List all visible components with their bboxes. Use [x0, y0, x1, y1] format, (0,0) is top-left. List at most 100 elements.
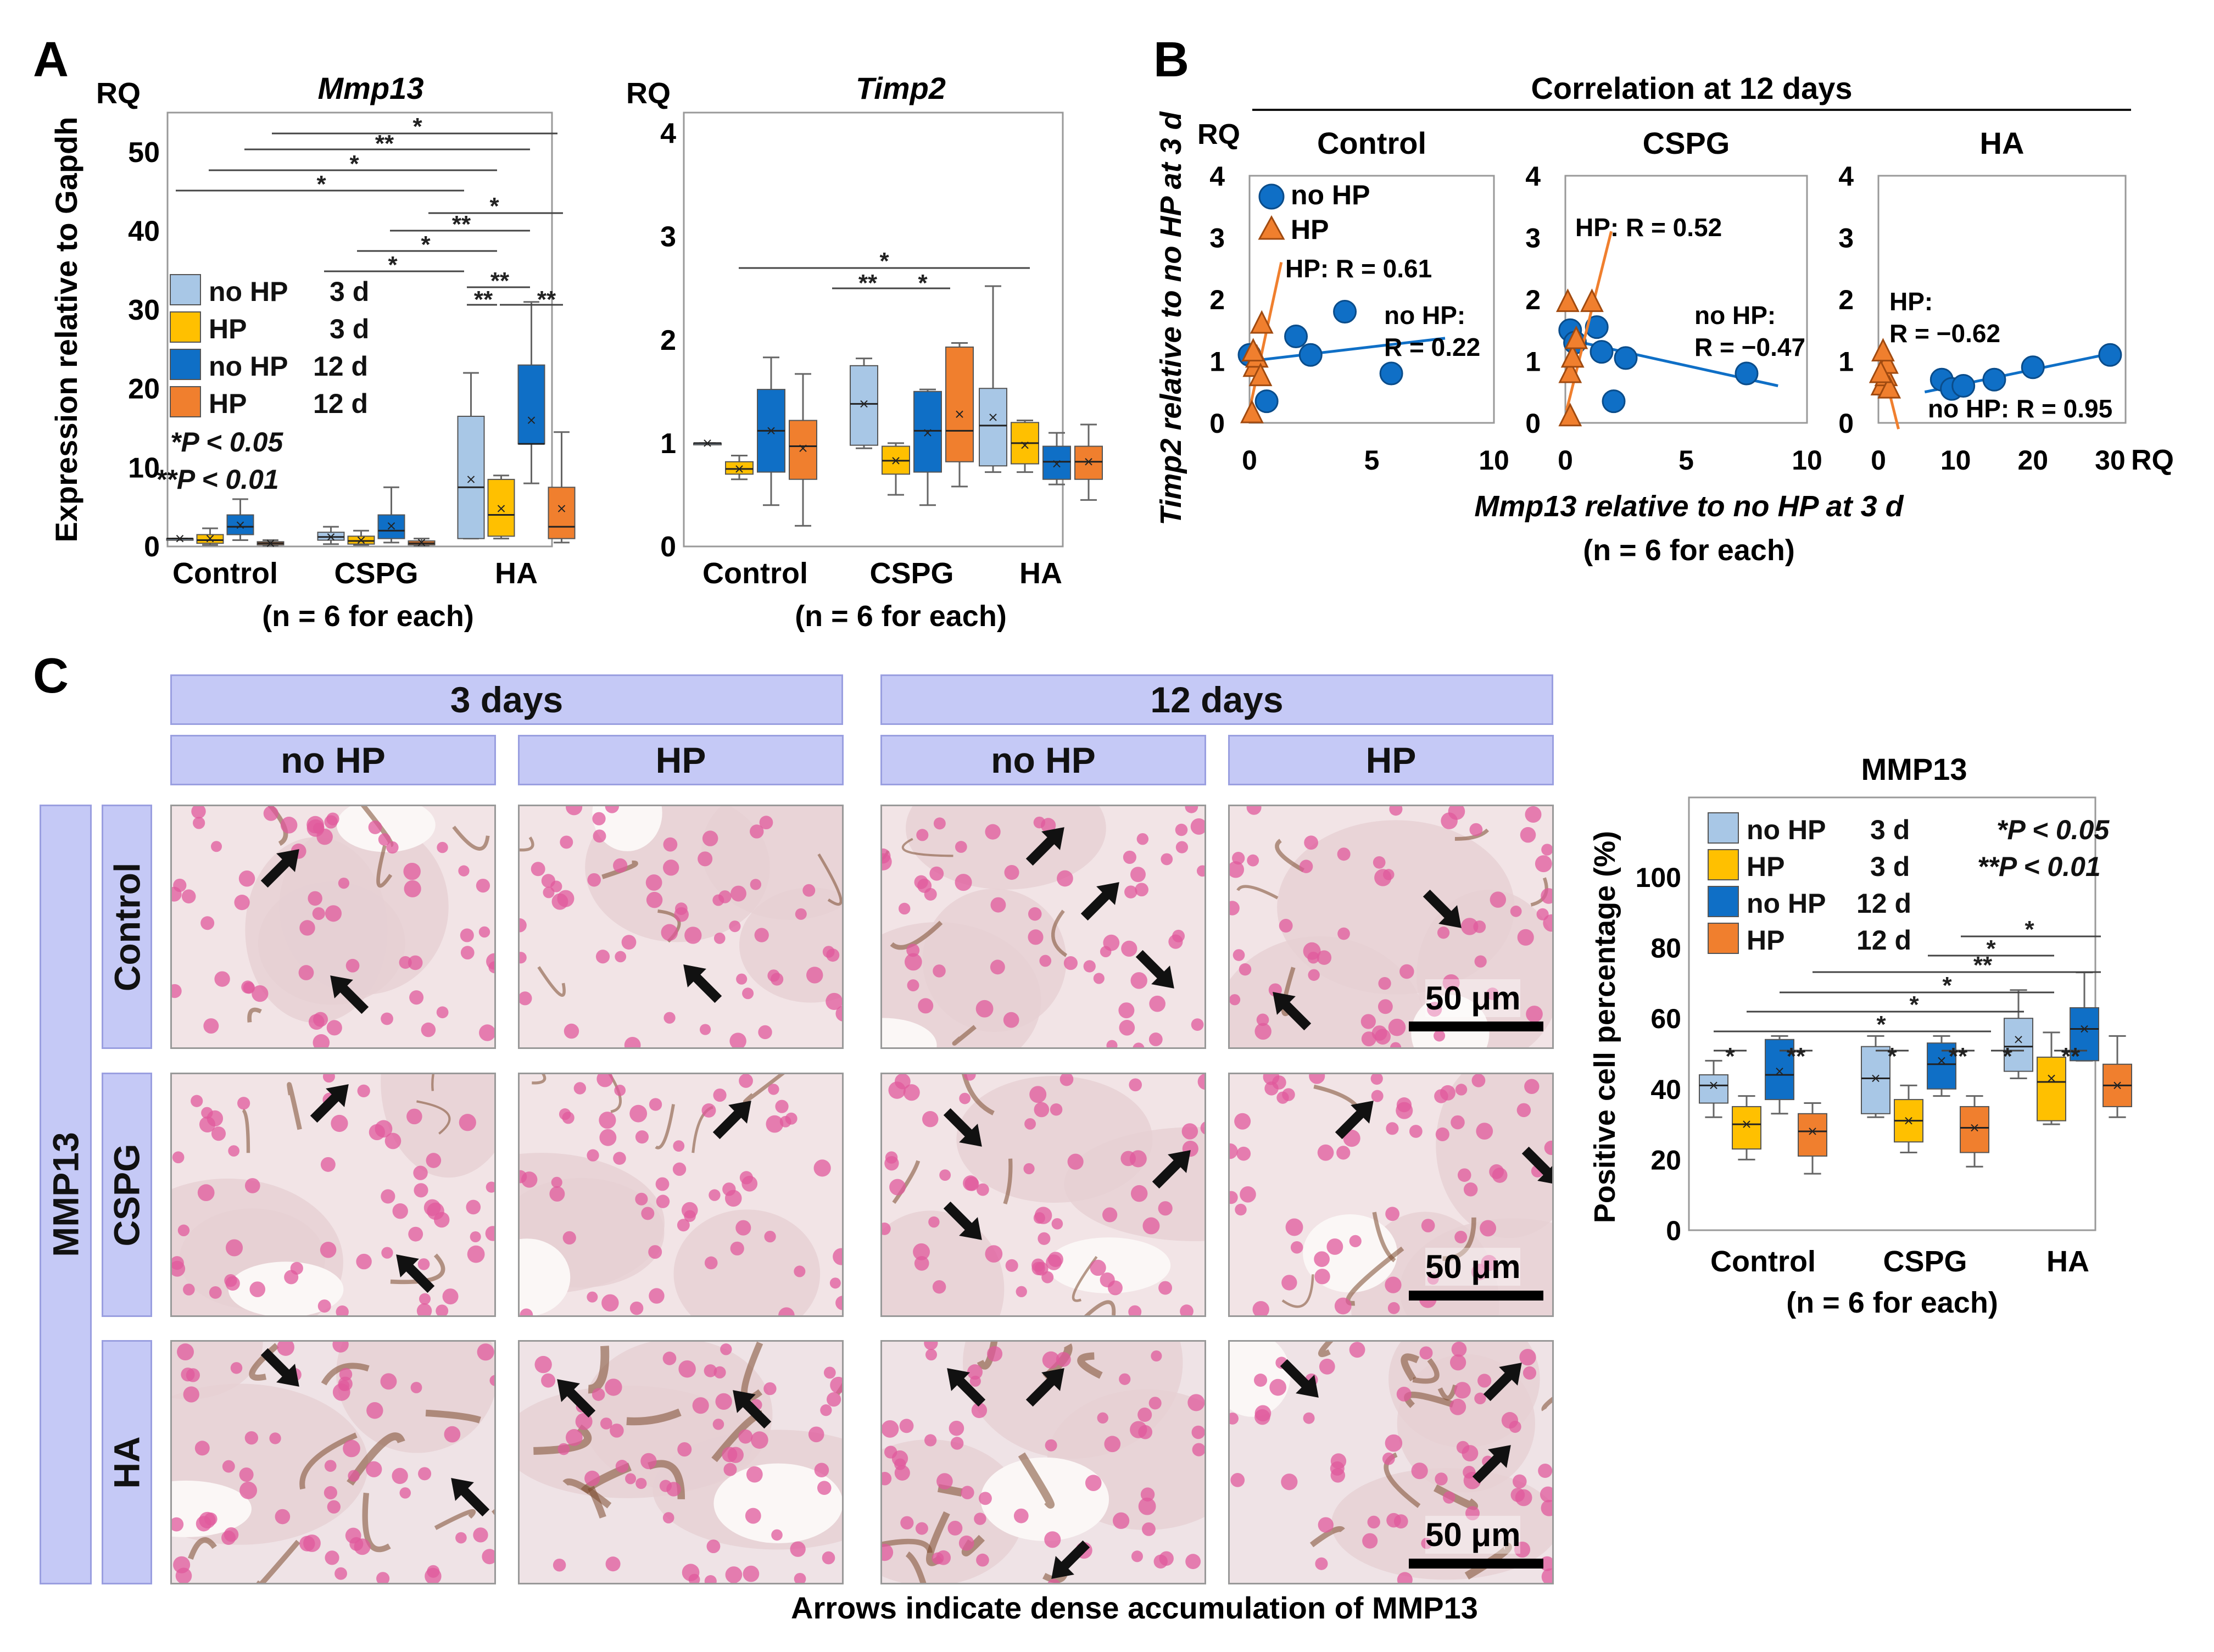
scatter-2-xtick-0: 0	[1871, 445, 1886, 476]
mmp13-sig-6: *	[421, 231, 431, 258]
scatter-0-xtick-2: 10	[1479, 445, 1509, 476]
mmp13-sig-0: *	[412, 113, 422, 140]
timp2-box-1-3	[945, 342, 974, 488]
micrograph-control-3d-nohp	[170, 805, 496, 1049]
timp2-significance-bars	[739, 267, 1030, 289]
cond-header-3: HP	[1228, 735, 1554, 785]
timp2-box-2-3	[1074, 423, 1103, 501]
scatter-title-2: HA	[1980, 126, 2025, 160]
micrograph-ha-3d-nohp	[170, 1340, 496, 1584]
legend-c-day-0: 3 d	[1870, 814, 1910, 845]
mmp13-ytick-2: 20	[128, 373, 160, 405]
row-header-ha: HA	[102, 1340, 152, 1584]
cond-header-1: HP	[518, 735, 844, 785]
time-header-12-days: 12 days	[880, 674, 1553, 725]
scatter-2-point-nohp-5	[2098, 343, 2122, 367]
mmp13-box-0-2	[226, 498, 254, 542]
legend-b-hp-marker	[1258, 215, 1285, 240]
pct-sig-2: **	[1973, 952, 1993, 979]
legend-c-label-2: no HP	[1747, 888, 1826, 919]
scatter-1-xtick-0: 0	[1558, 445, 1573, 476]
pct-sig-5: *	[1876, 1011, 1886, 1038]
scatter-1-rlabel-0-b: R = −0.47	[1694, 333, 1805, 361]
scatter-2-ytick-0: 0	[1838, 408, 1854, 439]
pct-box-0-3	[1798, 1102, 1827, 1175]
panel-b-rq-label: RQ	[1197, 119, 1240, 150]
mmp13-sig-1: **	[375, 130, 394, 157]
scatter-1-xtick-2: 10	[1792, 445, 1822, 476]
scatter-2-point-hp-3	[1877, 375, 1901, 399]
pct-box-2-0	[2004, 989, 2033, 1080]
scatter-title-1: CSPG	[1643, 126, 1730, 160]
scatter-2-point-nohp-2	[1951, 374, 1976, 398]
timp2-sig-2: *	[918, 270, 928, 297]
scale-bar-2	[1409, 1559, 1543, 1569]
row-header-cspg: CSPG	[102, 1073, 152, 1317]
scatter-2-ytick-3: 3	[1838, 223, 1854, 254]
panel-c-chart-svg: MMP13 Positive cell percentage (%) no HP…	[1588, 752, 2132, 1319]
timp2-box-1-2	[913, 388, 942, 506]
pct-ytick-4: 80	[1650, 933, 1681, 964]
row-header-control: Control	[102, 805, 152, 1049]
legend-a-label-3: HP	[209, 388, 247, 419]
scatter-x-end-label: RQ	[2131, 444, 2174, 476]
legend-c-day-2: 12 d	[1856, 888, 1911, 919]
scatter-1-rlabel-1: HP: R = 0.52	[1575, 213, 1722, 242]
timp2-ytick-4: 4	[660, 118, 676, 150]
micrograph-ha-12d-nohp	[880, 1340, 1206, 1584]
pct-sig-8: *	[1887, 1043, 1897, 1070]
mmp13-sig-8: **	[490, 267, 510, 294]
mmp13-xcat-0: Control	[172, 557, 278, 590]
mmp13-title: Mmp13	[318, 71, 424, 105]
legend-a-label-0: no HP	[209, 276, 288, 307]
cond-header-2: no HP	[880, 735, 1206, 785]
mmp13-rq-label: RQ	[96, 77, 141, 110]
pct-n-note: (n = 6 for each)	[1786, 1286, 1998, 1319]
mmp13-box-2-3	[548, 431, 576, 544]
scatter-0-rlabel-0-a: no HP:	[1384, 301, 1465, 330]
scatter-1-point-nohp-2	[1585, 315, 1609, 339]
scatter-0-rlabel-1: HP: R = 0.61	[1285, 254, 1432, 283]
pct-ytick-0: 0	[1666, 1215, 1681, 1246]
mmp13-ytick-5: 50	[128, 137, 160, 169]
pct-box-0-0	[1699, 1059, 1728, 1118]
scale-bar-label-2: 50 μm	[1425, 1516, 1521, 1554]
scatter-1-point-nohp-3	[1590, 340, 1614, 364]
pct-ytick-5: 100	[1636, 862, 1681, 893]
scatter-2-rlabel-1-b: R = −0.62	[1889, 319, 2000, 348]
sig-note-a-2: **P < 0.01	[155, 464, 279, 495]
row-header-cspg-label: CSPG	[107, 1143, 148, 1247]
scatter-2-xtick-1: 10	[1940, 445, 1971, 476]
time-header-3-days: 3 days	[170, 674, 843, 725]
scatter-1-point-hp-3	[1564, 325, 1588, 349]
scatter-2-xtick-2: 20	[2017, 445, 2048, 476]
legend-c-swatch-3	[1708, 923, 1739, 954]
scale-bar-label-0: 50 μm	[1425, 979, 1521, 1017]
scatter-1-ytick-1: 1	[1525, 347, 1541, 377]
legend-c-day-1: 3 d	[1870, 851, 1910, 882]
legend-c-label-0: no HP	[1747, 814, 1826, 845]
scatter-1-ytick-4: 4	[1525, 161, 1541, 192]
mmp13-box-2-2	[517, 301, 545, 484]
timp2-n-note: (n = 6 for each)	[795, 600, 1007, 633]
pct-box-1-0	[1861, 1035, 1890, 1118]
scatter-0-point-nohp-4	[1333, 300, 1357, 323]
pct-box-1-1	[1894, 1084, 1923, 1154]
legend-a-swatch-2	[170, 349, 201, 380]
scatter-0-point-hp-0	[1240, 399, 1264, 423]
legend-b-hp-label: HP	[1291, 214, 1329, 245]
micrograph-control-12d-nohp	[880, 805, 1206, 1049]
mmp13-ytick-0: 0	[144, 531, 160, 563]
scatter-0-xtick-1: 5	[1364, 445, 1380, 476]
mmp13-pct-ylabel: Positive cell percentage (%)	[1588, 831, 1621, 1223]
timp2-box-0-2	[757, 356, 785, 506]
legend-c-label-1: HP	[1747, 851, 1784, 882]
panel-b-xlabel: Mmp13 relative to no HP at 3 d	[1474, 490, 1904, 523]
legend-c-swatch-1	[1708, 849, 1739, 880]
scatter-0-ytick-1: 1	[1209, 347, 1225, 377]
micrograph-cspg-12d-nohp	[880, 1073, 1206, 1317]
timp2-title: Timp2	[856, 71, 946, 105]
timp2-box-2-0	[979, 285, 1007, 473]
scatter-2-xtick-3: 30	[2095, 445, 2126, 476]
mmp13-pct-significance-bars	[1714, 935, 2101, 1052]
